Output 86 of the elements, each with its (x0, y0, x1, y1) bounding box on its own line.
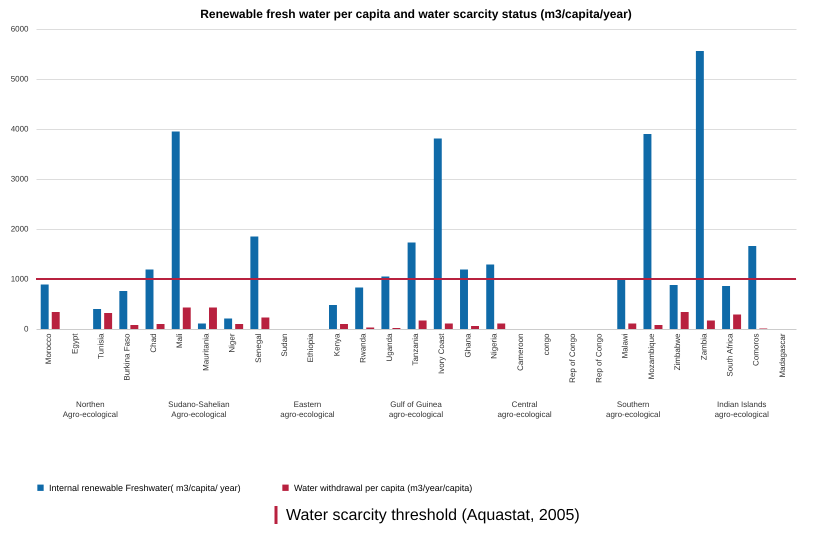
bar (471, 326, 480, 329)
legend-label: Water scarcity threshold (Aquastat, 2005) (286, 507, 580, 524)
bar (628, 324, 636, 329)
bar (146, 270, 154, 329)
x-tick-label: Nigeria (490, 332, 499, 359)
x-tick-label: Zambia (699, 332, 708, 360)
x-tick-label: Kenya (332, 332, 342, 356)
bar (340, 324, 348, 329)
x-tick-label: Egypt (70, 332, 80, 354)
bar (680, 312, 689, 329)
bar (261, 318, 270, 329)
x-tick-label: Cameroon (516, 334, 525, 371)
y-tick-label: 3000 (10, 174, 30, 184)
text: Sudano-Sahelian Agro-ecological (168, 400, 230, 419)
x-tick-label: Ghana (463, 332, 472, 358)
y-tick-label: 4000 (10, 124, 30, 134)
bar (706, 320, 715, 329)
chart-title: Renewable fresh water per capita and water scarcity status (m3/capita/year) (200, 7, 632, 21)
bar (497, 324, 506, 329)
bar (486, 264, 494, 329)
bar (104, 313, 112, 329)
bar (119, 291, 128, 329)
bar (643, 134, 652, 329)
x-tick-label: Niger (228, 333, 237, 353)
x-tick-label: Mali (175, 333, 184, 348)
bar (235, 324, 244, 329)
text: Southern agro-ecological (606, 400, 660, 419)
bar (748, 246, 756, 329)
text: Eastern agro-ecological (280, 400, 335, 419)
bar (670, 285, 678, 329)
x-tick-label: Burkina Faso (122, 332, 132, 381)
bar (418, 320, 427, 329)
bar (224, 318, 232, 329)
bar (40, 284, 49, 329)
bar (93, 309, 102, 329)
bar (444, 324, 453, 329)
x-tick-label: Chad (148, 334, 158, 353)
x-tick-label: Ethiopia (306, 332, 316, 362)
y-tick-label: 5000 (10, 74, 30, 84)
bar (460, 270, 468, 329)
bar (696, 51, 704, 329)
x-tick-label: Malawi (620, 333, 630, 358)
x-tick-label: Rep of Congo (568, 332, 578, 383)
x-tick-label: Tunisia (96, 332, 106, 359)
x-tick-label: Tanzania (411, 332, 420, 366)
y-tick-label: 6000 (10, 24, 30, 34)
legend-label: Water withdrawal per capita (m3/year/capita) (294, 482, 472, 493)
bar (733, 314, 742, 329)
text: Central agro-ecological (497, 400, 552, 419)
x-tick-label: Uganda (384, 332, 394, 362)
bar (130, 325, 138, 329)
x-tick-label: Rep of Congo (594, 332, 604, 383)
bar (654, 325, 662, 329)
bar (172, 132, 180, 329)
bar (52, 312, 60, 329)
x-tick-label: Ivory Coast (437, 332, 446, 374)
text: Indian Islands agro-ecological (714, 400, 770, 419)
x-tick-label: Sudan (280, 334, 289, 357)
x-tick-label: Mozambique (646, 332, 656, 380)
text: Northen Agro-ecological (62, 400, 118, 419)
x-tick-label: Rwanda (358, 332, 368, 363)
y-tick-label: 2000 (10, 224, 30, 234)
x-tick-label: congo (542, 332, 552, 356)
bar (328, 305, 337, 329)
bar (250, 236, 258, 329)
bar (182, 308, 191, 329)
x-tick-label: Mauritania (201, 332, 210, 371)
bar (198, 324, 206, 329)
bar (381, 276, 390, 329)
x-tick-label: South Africa (725, 332, 734, 377)
x-tick-label: Senegal (254, 333, 263, 363)
x-tick-label: Morocco (44, 332, 54, 364)
bar (355, 288, 364, 329)
x-tick-label: Madagascar (778, 333, 787, 378)
bar (722, 286, 730, 329)
x-tick-label: Zimbabwe (673, 332, 682, 370)
x-tick-label: Comoros (752, 334, 761, 366)
bar (617, 278, 626, 329)
y-tick-label: 1000 (10, 274, 30, 284)
y-tick-label: 0 (24, 324, 30, 334)
bar (434, 138, 442, 329)
legend-label: Internal renewable Freshwater( m3/capita/ year) (49, 482, 241, 493)
bar (208, 308, 217, 329)
bar (408, 242, 416, 329)
text: Gulf of Guinea agro-ecological (388, 400, 444, 419)
bar (156, 324, 165, 329)
